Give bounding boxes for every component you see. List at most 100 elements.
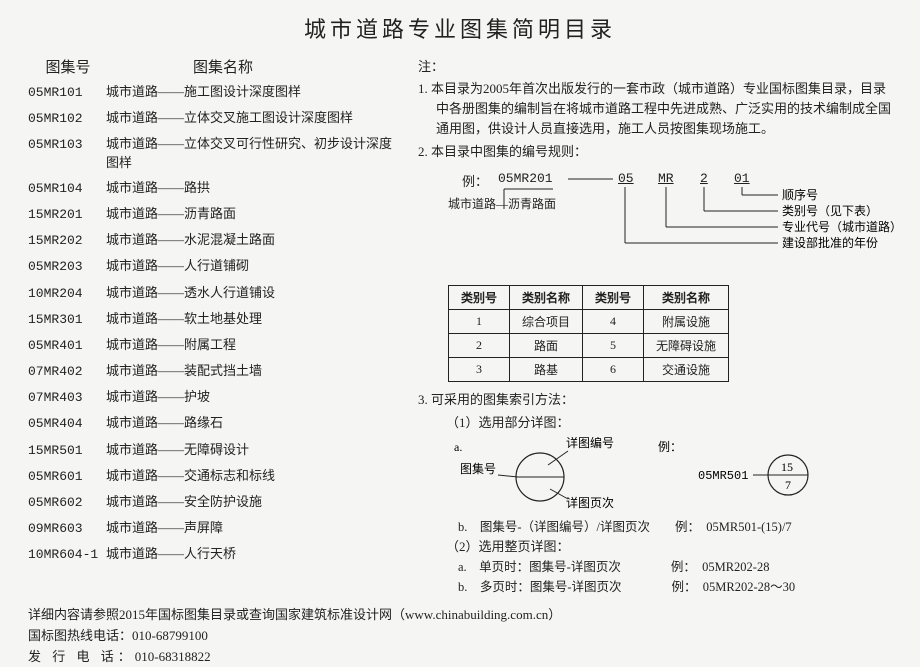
cat-cell: 路面	[510, 333, 583, 357]
entry-name: 城市道路——声屏障	[106, 519, 398, 537]
page-title: 城市道路专业图集简明目录	[28, 12, 892, 44]
svg-text:a.: a.	[454, 440, 462, 454]
entry-row: 15MR201城市道路——沥青路面	[28, 205, 398, 224]
entry-row: 10MR204城市道路——透水人行道铺设	[28, 284, 398, 303]
entry-name: 城市道路——交通标志和标线	[106, 467, 398, 485]
dist-val: 010-68318822	[135, 649, 211, 664]
entry-code: 05MR103	[28, 136, 106, 154]
left-column: 图集号 图集名称 05MR101城市道路——施工图设计深度图样05MR102城市…	[28, 56, 398, 597]
list-header: 图集号 图集名称	[28, 56, 398, 77]
entry-code: 07MR402	[28, 363, 106, 381]
footer-line-3: 发 行 电 话：010-68318822	[28, 647, 892, 667]
header-code: 图集号	[28, 56, 108, 77]
entry-code: 05MR401	[28, 337, 106, 355]
entry-row: 09MR603城市道路——声屏障	[28, 519, 398, 538]
entry-row: 07MR403城市道路——护坡	[28, 388, 398, 407]
cat-cell: 综合项目	[510, 309, 583, 333]
entry-row: 15MR501城市道路——无障碍设计	[28, 441, 398, 460]
cat-header: 类别号	[449, 285, 510, 309]
entry-code: 05MR203	[28, 258, 106, 276]
entry-row: 05MR203城市道路——人行道铺砌	[28, 257, 398, 276]
cat-header: 类别名称	[510, 285, 583, 309]
entry-row: 15MR202城市道路——水泥混凝土路面	[28, 231, 398, 250]
entry-row: 05MR602城市道路——安全防护设施	[28, 493, 398, 512]
note-3-2b: b. 多页时：图集号-详图页次 例： 05MR202-28～30	[418, 577, 892, 597]
svg-text:例：: 例：	[658, 440, 682, 454]
cat-label: 类别号（见下表）	[782, 204, 878, 218]
dist-label: 发 行 电 话：	[28, 647, 135, 667]
cat-header: 类别号	[583, 285, 644, 309]
note-3-2: （2）选用整页详图：	[418, 537, 892, 557]
entry-name: 城市道路——附属工程	[106, 336, 398, 354]
entry-list: 05MR101城市道路——施工图设计深度图样05MR102城市道路——立体交叉施…	[28, 83, 398, 565]
code-rule-diagram: 例： 05MR201 城市道路—沥青路面 05 MR 2 01 顺序号 类别号（…	[438, 169, 892, 279]
svg-text:图集号: 图集号	[460, 461, 496, 476]
note-1: 1. 本目录为2005年首次出版发行的一套市政（城市道路）专业国标图集目录，目录…	[418, 79, 892, 139]
entry-name: 城市道路——施工图设计深度图样	[106, 83, 398, 101]
entry-row: 05MR101城市道路——施工图设计深度图样	[28, 83, 398, 102]
entry-name: 城市道路——沥青路面	[106, 205, 398, 223]
cat-cell: 3	[449, 357, 510, 381]
cat-cell: 交通设施	[644, 357, 729, 381]
footer-line-2: 国标图热线电话：010-68799100	[28, 626, 892, 647]
year-label: 建设部批准的年份	[782, 235, 878, 250]
entry-name: 城市道路——装配式挡土墙	[106, 362, 398, 380]
svg-text:05MR501: 05MR501	[698, 469, 748, 483]
note-3: 3. 可采用的图集索引方法：	[418, 390, 892, 410]
cat-cell: 5	[583, 333, 644, 357]
entry-row: 07MR402城市道路——装配式挡土墙	[28, 362, 398, 381]
cat-row: 1综合项目4附属设施	[449, 309, 729, 333]
cat-row: 3路基6交通设施	[449, 357, 729, 381]
cat-cell: 附属设施	[644, 309, 729, 333]
cat-cell: 6	[583, 357, 644, 381]
hotline-label: 国标图热线电话：	[28, 628, 132, 643]
category-table: 类别号类别名称类别号类别名称 1综合项目4附属设施2路面5无障碍设施3路基6交通…	[448, 285, 729, 382]
entry-row: 05MR404城市道路——路缘石	[28, 414, 398, 433]
entry-code: 09MR603	[28, 520, 106, 538]
entry-code: 05MR102	[28, 110, 106, 128]
entry-row: 10MR604-1城市道路——人行天桥	[28, 545, 398, 564]
seq-label: 顺序号	[782, 187, 818, 202]
notes-head: 注：	[418, 56, 892, 75]
cat-cell: 无障碍设施	[644, 333, 729, 357]
cat-cell: 路基	[510, 357, 583, 381]
entry-code: 05MR101	[28, 84, 106, 102]
right-column: 注： 1. 本目录为2005年首次出版发行的一套市政（城市道路）专业国标图集目录…	[398, 56, 892, 597]
footer-line-1: 详细内容请参照2015年国标图集目录或查询国家建筑标准设计网（www.china…	[28, 605, 892, 626]
note-3-1: （1）选用部分详图：	[418, 413, 892, 433]
entry-name: 城市道路——立体交叉施工图设计深度图样	[106, 109, 398, 127]
entry-name: 城市道路——水泥混凝土路面	[106, 231, 398, 249]
entry-code: 15MR202	[28, 232, 106, 250]
entry-row: 05MR401城市道路——附属工程	[28, 336, 398, 355]
entry-name: 城市道路——路缘石	[106, 414, 398, 432]
entry-row: 15MR301城市道路——软土地基处理	[28, 310, 398, 329]
hotline-val: 010-68799100	[132, 628, 208, 643]
note-3-1b: b. 图集号-（详图编号）/详图页次 例： 05MR501-(15)/7	[418, 517, 892, 537]
header-name: 图集名称	[108, 56, 398, 77]
spec-label: 专业代号（城市道路）	[782, 219, 898, 234]
entry-row: 05MR103城市道路——立体交叉可行性研究、初步设计深度图样	[28, 135, 398, 171]
cat-cell: 1	[449, 309, 510, 333]
svg-text:7: 7	[785, 478, 791, 492]
cat-header: 类别名称	[644, 285, 729, 309]
entry-name: 城市道路——无障碍设计	[106, 441, 398, 459]
entry-code: 15MR501	[28, 442, 106, 460]
entry-name: 城市道路——软土地基处理	[106, 310, 398, 328]
entry-code: 05MR602	[28, 494, 106, 512]
svg-text:15: 15	[781, 460, 793, 474]
entry-name: 城市道路——路拱	[106, 179, 398, 197]
entry-name: 城市道路——安全防护设施	[106, 493, 398, 511]
svg-text:详图编号: 详图编号	[566, 437, 614, 450]
entry-name: 城市道路——人行天桥	[106, 545, 398, 563]
entry-code: 05MR404	[28, 415, 106, 433]
entry-code: 05MR601	[28, 468, 106, 486]
entry-row: 05MR102城市道路——立体交叉施工图设计深度图样	[28, 109, 398, 128]
cat-cell: 2	[449, 333, 510, 357]
entry-code: 15MR301	[28, 311, 106, 329]
entry-name: 城市道路——护坡	[106, 388, 398, 406]
entry-code: 10MR204	[28, 285, 106, 303]
main-columns: 图集号 图集名称 05MR101城市道路——施工图设计深度图样05MR102城市…	[28, 56, 892, 597]
note-3-2a: a. 单页时：图集号-详图页次 例： 05MR202-28	[418, 557, 892, 577]
cat-cell: 4	[583, 309, 644, 333]
detail-index-diagram: a. 详图编号 图集号 详图页次 例： 05MR501 15 7	[448, 437, 892, 515]
